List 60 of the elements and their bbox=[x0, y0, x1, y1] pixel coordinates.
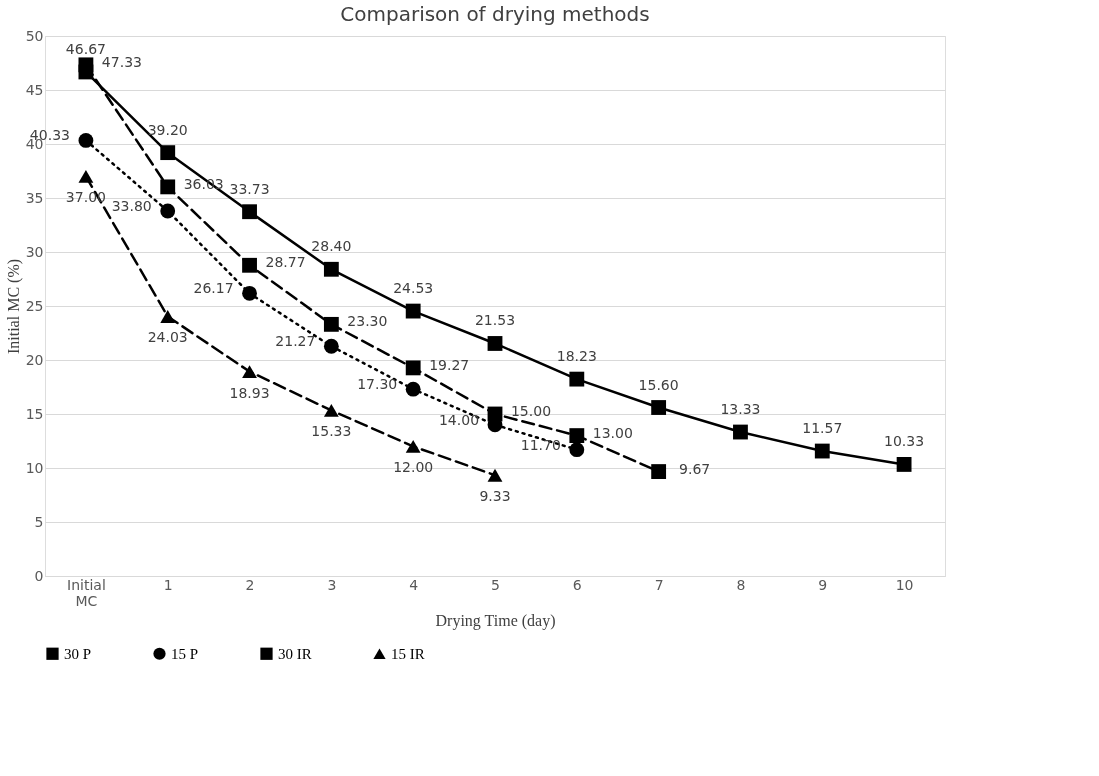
y-tick-label: 35 bbox=[25, 189, 44, 206]
x-tick-label: 9 bbox=[818, 576, 828, 593]
point bbox=[896, 457, 912, 472]
y-tick-label: 45 bbox=[25, 81, 44, 98]
point bbox=[651, 464, 667, 479]
data-label: 15.60 bbox=[638, 376, 679, 393]
data-label: 10.33 bbox=[884, 433, 925, 450]
y-tick-label: 30 bbox=[25, 243, 44, 260]
point bbox=[569, 442, 585, 458]
data-label: 33.73 bbox=[229, 180, 270, 197]
data-label: 19.27 bbox=[429, 356, 470, 373]
x-tick-label: 1 bbox=[163, 576, 173, 593]
x-tick-label: 8 bbox=[736, 576, 746, 593]
y-axis-title: Initial MC (%) bbox=[4, 258, 23, 355]
y-tick-label: 20 bbox=[25, 351, 44, 368]
data-label: 13.33 bbox=[720, 401, 761, 418]
data-label: 21.27 bbox=[275, 333, 316, 350]
x-tick-label: 4 bbox=[409, 576, 419, 593]
data-label: 26.17 bbox=[193, 280, 234, 297]
legend-label: 15 P bbox=[171, 645, 199, 662]
legend-label: 30 IR bbox=[278, 645, 312, 662]
point bbox=[487, 468, 503, 482]
legend-label: 15 IR bbox=[391, 645, 425, 662]
data-label: 12.00 bbox=[393, 459, 434, 476]
data-label: 23.30 bbox=[347, 313, 388, 330]
x-tick-label: 6 bbox=[572, 576, 582, 593]
y-tick-label: 5 bbox=[34, 513, 44, 530]
y-tick-label: 25 bbox=[25, 297, 44, 314]
data-label: 15.00 bbox=[510, 403, 552, 419]
data-label: 28.77 bbox=[265, 254, 306, 271]
x-tick-label: 10 bbox=[895, 576, 914, 593]
data-label: 18.23 bbox=[556, 348, 597, 365]
y-tick-label: 15 bbox=[25, 405, 44, 422]
chart-title: Comparison of drying methods bbox=[340, 2, 650, 26]
legend-label: 30 P bbox=[64, 645, 92, 662]
data-label: 18.93 bbox=[229, 384, 270, 401]
y-tick-label: 50 bbox=[25, 27, 44, 44]
data-label: 13.00 bbox=[592, 424, 633, 441]
data-label: 11.57 bbox=[802, 420, 843, 437]
data-label: 33.80 bbox=[111, 197, 152, 214]
data-label: 24.03 bbox=[147, 329, 188, 346]
data-label: 15.33 bbox=[311, 423, 352, 440]
x-tick-label: 2 bbox=[245, 576, 255, 593]
data-label: 11.70 bbox=[520, 436, 561, 453]
y-tick-label: 10 bbox=[25, 459, 44, 476]
data-label: 17.30 bbox=[357, 376, 398, 393]
x-tick-label: 7 bbox=[654, 576, 664, 593]
data-label: 9.33 bbox=[479, 488, 511, 505]
data-label: 9.67 bbox=[679, 460, 711, 477]
x-tick-label: 3 bbox=[327, 576, 337, 593]
x-axis-title: Drying Time (day) bbox=[435, 611, 556, 630]
data-label: 28.40 bbox=[311, 238, 352, 255]
data-label: 24.53 bbox=[393, 280, 434, 297]
point bbox=[78, 133, 94, 148]
data-label: 14.00 bbox=[438, 411, 480, 428]
y-tick-label: 0 bbox=[34, 567, 44, 584]
data-label: 39.20 bbox=[147, 121, 188, 138]
x-tick-label: Initial MC bbox=[67, 576, 106, 609]
x-tick-label: 5 bbox=[491, 576, 500, 593]
data-label: 21.53 bbox=[474, 312, 516, 329]
